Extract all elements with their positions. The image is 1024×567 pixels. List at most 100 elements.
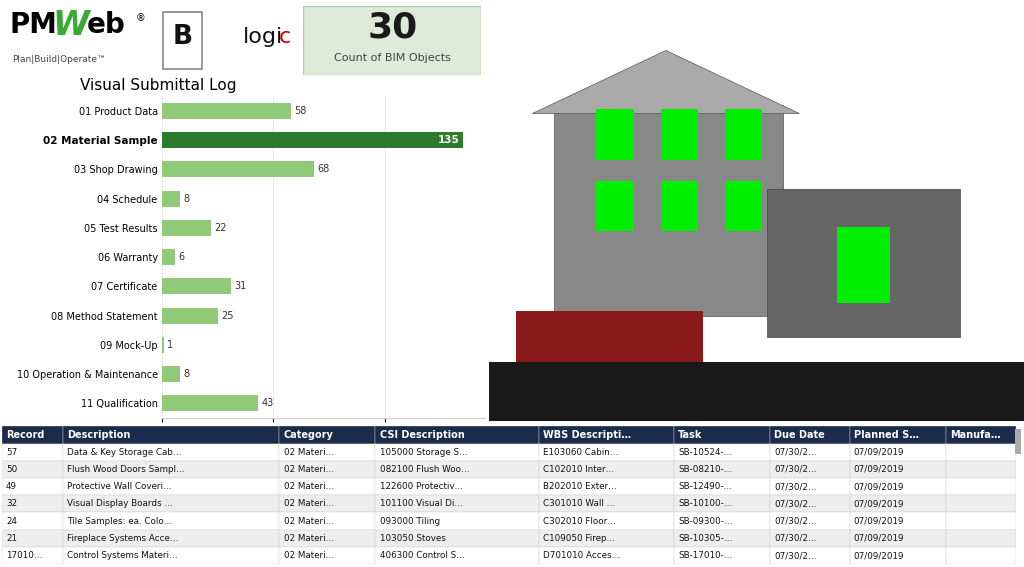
Bar xyxy=(376,496,540,513)
Bar xyxy=(280,426,376,443)
Text: SB-10524-…: SB-10524-… xyxy=(678,448,732,456)
Text: eb: eb xyxy=(87,11,126,39)
Bar xyxy=(280,496,376,513)
Bar xyxy=(540,513,674,530)
Text: ®: ® xyxy=(136,13,145,23)
Text: 406300 Control S…: 406300 Control S… xyxy=(380,551,465,560)
Polygon shape xyxy=(554,105,783,315)
Bar xyxy=(945,426,1016,443)
Bar xyxy=(945,461,1016,478)
Bar xyxy=(674,513,770,530)
Bar xyxy=(62,513,280,530)
Bar xyxy=(162,132,463,148)
Text: CSI Description: CSI Description xyxy=(380,430,464,440)
Bar xyxy=(376,443,540,461)
Text: W: W xyxy=(52,9,89,41)
Bar xyxy=(945,496,1016,513)
Bar xyxy=(162,249,175,265)
Bar xyxy=(674,461,770,478)
Bar xyxy=(62,496,280,513)
Bar xyxy=(2,547,62,564)
Text: Fireplace Systems Acce…: Fireplace Systems Acce… xyxy=(67,534,178,543)
Bar xyxy=(850,478,945,496)
Bar xyxy=(62,443,280,461)
Bar xyxy=(850,461,945,478)
Bar xyxy=(540,530,674,547)
Text: 07/09/2019: 07/09/2019 xyxy=(854,551,904,560)
Text: 07/30/2…: 07/30/2… xyxy=(774,448,817,456)
Bar xyxy=(770,478,850,496)
Bar xyxy=(850,513,945,530)
Bar xyxy=(725,109,762,160)
Text: 07/09/2019: 07/09/2019 xyxy=(854,448,904,456)
Bar xyxy=(376,478,540,496)
Text: Submittals by Category: Submittals by Category xyxy=(174,83,313,95)
Text: 43: 43 xyxy=(261,398,273,408)
Text: 135: 135 xyxy=(438,135,460,145)
Bar xyxy=(850,496,945,513)
Bar xyxy=(62,426,280,443)
Bar xyxy=(596,109,634,160)
Text: Description: Description xyxy=(67,430,130,440)
Text: Protective Wall Coveri…: Protective Wall Coveri… xyxy=(67,482,172,491)
Bar xyxy=(62,478,280,496)
Bar xyxy=(770,496,850,513)
Bar xyxy=(2,478,62,496)
Bar xyxy=(516,311,703,370)
Bar xyxy=(674,478,770,496)
Text: 02 Materi…: 02 Materi… xyxy=(284,482,334,491)
Bar xyxy=(674,530,770,547)
Bar xyxy=(376,547,540,564)
Bar xyxy=(770,547,850,564)
Text: 32: 32 xyxy=(6,500,17,509)
Text: Visual Display Boards …: Visual Display Boards … xyxy=(67,500,173,509)
Bar xyxy=(62,530,280,547)
Text: 02 Materi…: 02 Materi… xyxy=(284,534,334,543)
Text: B202010 Exter…: B202010 Exter… xyxy=(544,482,617,491)
Bar xyxy=(674,426,770,443)
Text: Data & Key Storage Cab…: Data & Key Storage Cab… xyxy=(67,448,181,456)
Bar xyxy=(162,162,313,177)
Text: Tile Samples: ea. Colo…: Tile Samples: ea. Colo… xyxy=(67,517,172,526)
Text: 8: 8 xyxy=(183,194,189,204)
Bar xyxy=(280,513,376,530)
Text: 02 Materi…: 02 Materi… xyxy=(284,517,334,526)
Bar xyxy=(62,461,280,478)
Bar xyxy=(376,513,540,530)
Text: C109050 Firep…: C109050 Firep… xyxy=(544,534,615,543)
Text: SB-08210-…: SB-08210-… xyxy=(678,465,732,474)
Text: C301010 Wall …: C301010 Wall … xyxy=(544,500,615,509)
Bar xyxy=(674,496,770,513)
Bar xyxy=(770,530,850,547)
Bar xyxy=(162,337,164,353)
Text: 103050 Stoves: 103050 Stoves xyxy=(380,534,445,543)
Bar xyxy=(540,443,674,461)
Text: 24: 24 xyxy=(6,517,17,526)
Text: Manufa…: Manufa… xyxy=(949,430,1000,440)
Text: 07/09/2019: 07/09/2019 xyxy=(854,500,904,509)
Polygon shape xyxy=(532,50,800,113)
Text: Due Date: Due Date xyxy=(774,430,824,440)
Text: 30: 30 xyxy=(367,11,418,45)
Text: 07/30/2…: 07/30/2… xyxy=(774,465,817,474)
Text: C102010 Inter…: C102010 Inter… xyxy=(544,465,614,474)
Text: 02 Materi…: 02 Materi… xyxy=(284,448,334,456)
Text: 1: 1 xyxy=(167,340,173,350)
Bar xyxy=(2,426,62,443)
Text: 07/30/2…: 07/30/2… xyxy=(774,534,817,543)
Text: 122600 Protectiv…: 122600 Protectiv… xyxy=(380,482,463,491)
Text: SB-10100-…: SB-10100-… xyxy=(678,500,732,509)
Bar xyxy=(770,461,850,478)
Bar xyxy=(62,547,280,564)
Text: 02 Materi…: 02 Materi… xyxy=(284,551,334,560)
Text: logi: logi xyxy=(243,27,284,47)
Text: 6: 6 xyxy=(178,252,184,262)
Text: C302010 Floor…: C302010 Floor… xyxy=(544,517,616,526)
Text: Task: Task xyxy=(678,430,702,440)
Bar xyxy=(162,220,211,236)
Text: Visual Submittal Log: Visual Submittal Log xyxy=(81,78,237,92)
Text: 17010…: 17010… xyxy=(6,551,43,560)
Text: 082100 Flush Woo…: 082100 Flush Woo… xyxy=(380,465,469,474)
Text: 101100 Visual Di…: 101100 Visual Di… xyxy=(380,500,463,509)
Bar xyxy=(280,443,376,461)
